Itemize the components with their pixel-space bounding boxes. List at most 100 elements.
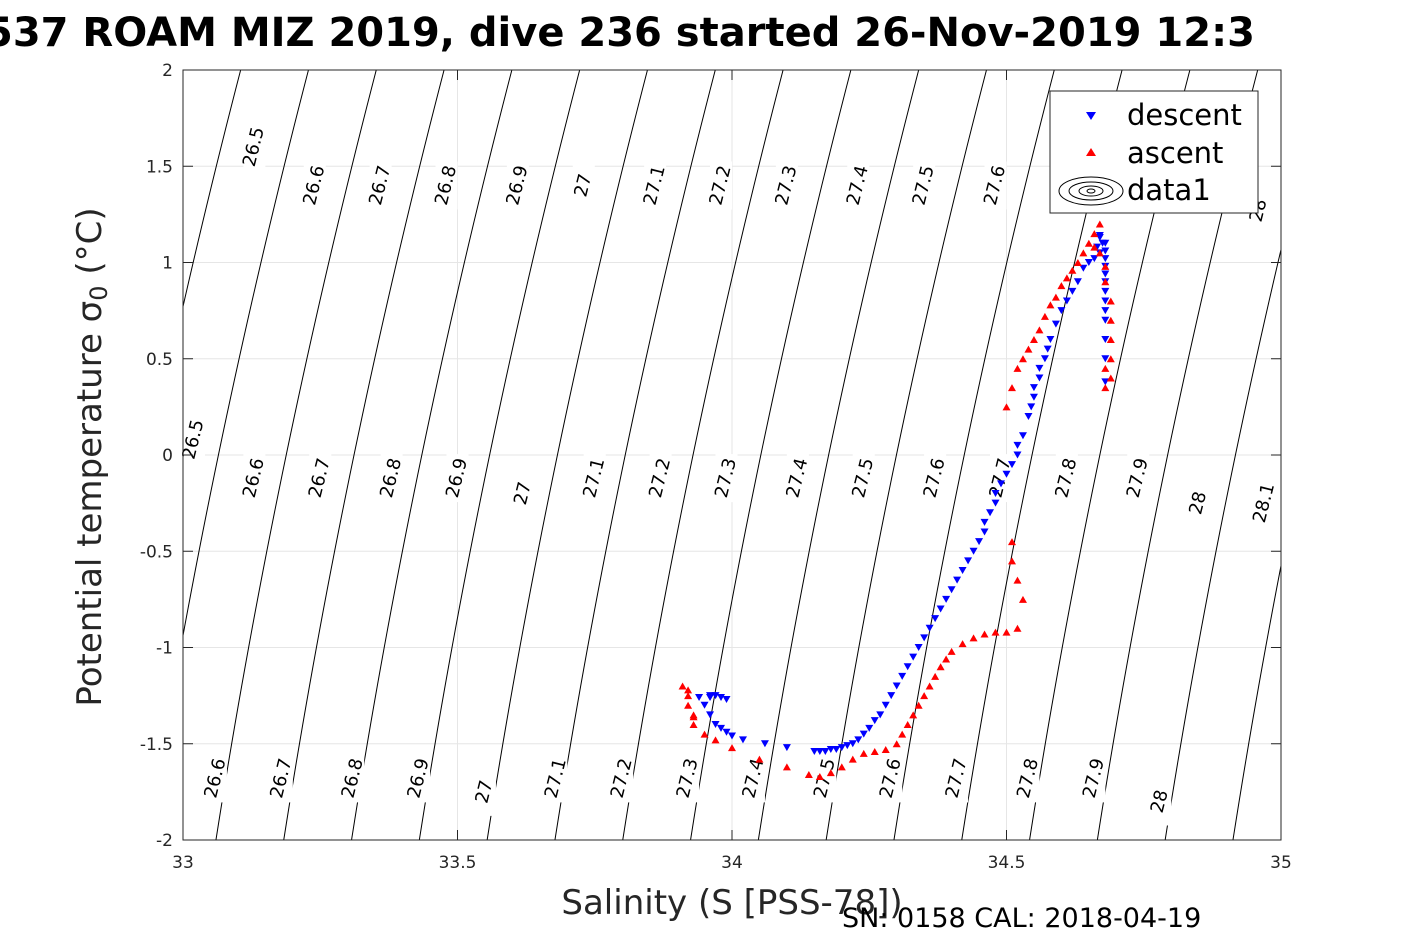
descent-point — [881, 701, 890, 709]
density-contour-line — [554, 70, 716, 840]
ascent-point — [678, 682, 687, 690]
descent-point — [1018, 432, 1027, 440]
descent-point — [1079, 264, 1088, 272]
ascent-point — [1007, 538, 1016, 546]
descent-point — [722, 728, 731, 736]
ascent-point — [1084, 239, 1093, 247]
descent-point — [782, 744, 791, 752]
density-label-mask — [512, 469, 535, 518]
ascent-point — [1062, 274, 1071, 282]
density-label-mask — [473, 767, 496, 816]
descent-point — [1057, 307, 1066, 315]
density-contour-line — [486, 70, 648, 840]
ascent-point — [1073, 259, 1082, 266]
ascent-point — [1106, 336, 1115, 343]
descent-point — [837, 744, 846, 752]
descent-series — [695, 232, 1110, 755]
density-label-mask — [1083, 754, 1106, 803]
ascent-point — [1095, 249, 1104, 257]
y-tick-label: -1 — [156, 639, 173, 659]
ascent-point — [1090, 230, 1099, 238]
ascent-point — [909, 711, 918, 719]
legend-descent-marker — [1086, 112, 1096, 120]
y-tick-label: 0 — [162, 446, 173, 466]
density-label-mask — [380, 454, 403, 503]
ascent-point — [782, 763, 791, 771]
ascent-point — [1007, 384, 1016, 392]
density-label-mask — [847, 161, 870, 210]
ascent-point — [848, 755, 857, 763]
legend-data1-marker — [1058, 176, 1124, 206]
descent-point — [920, 634, 929, 642]
density-label-mask — [775, 161, 798, 210]
descent-point — [1101, 336, 1110, 343]
density-label-mask — [506, 161, 529, 210]
descent-point — [865, 724, 874, 732]
x-axis-ticks: 33 33.5 34 34.5 35 — [172, 70, 1292, 873]
ascent-point — [1101, 262, 1110, 270]
descent-point — [1051, 320, 1060, 328]
x-tick-label: 35 — [1270, 853, 1292, 873]
descent-point — [1090, 255, 1099, 263]
density-label-mask — [913, 161, 936, 210]
descent-point — [958, 567, 967, 574]
density-label-mask — [204, 754, 227, 803]
descent-point — [1101, 378, 1110, 386]
ascent-point — [881, 746, 890, 754]
ascent-point — [1013, 364, 1022, 372]
descent-point — [738, 736, 747, 744]
descent-point — [1043, 345, 1052, 353]
ascent-point — [958, 640, 967, 648]
density-label-mask — [369, 161, 392, 210]
ascent-point — [755, 755, 764, 763]
descent-point — [986, 509, 995, 517]
ascent-point — [711, 736, 720, 744]
ascent-point — [936, 663, 945, 671]
descent-point — [1101, 355, 1110, 363]
density-contour-line — [757, 70, 920, 840]
density-label-mask — [1187, 479, 1210, 528]
y-tick-label: 1.5 — [146, 157, 173, 177]
ascent-point — [870, 747, 879, 755]
density-label-mask — [814, 754, 837, 803]
descent-point — [887, 692, 896, 700]
y-axis-label-subscript: 0 — [85, 285, 113, 300]
ascent-point — [1095, 220, 1104, 228]
descent-point — [892, 682, 901, 690]
ascent-point — [859, 749, 868, 757]
descent-point — [722, 695, 731, 703]
descent-point — [870, 717, 879, 725]
density-label-mask — [710, 161, 733, 210]
y-tick-label: 2 — [162, 61, 173, 81]
density-label-mask — [303, 161, 326, 210]
density-label-mask — [545, 754, 568, 803]
descent-point — [942, 595, 951, 603]
density-label-mask — [984, 161, 1007, 210]
descent-point — [936, 605, 945, 613]
ascent-point — [1106, 355, 1115, 363]
density-contours — [183, 70, 1281, 840]
descent-point — [991, 490, 1000, 497]
ascent-point — [931, 672, 940, 680]
density-label-mask — [649, 454, 672, 503]
descent-point — [700, 701, 709, 709]
ascent-point — [920, 692, 929, 700]
descent-point — [1040, 355, 1049, 363]
ascent-point — [1101, 364, 1110, 372]
chart-title: 537 ROAM MIZ 2019, dive 236 started 26-N… — [0, 10, 1255, 56]
x-tick-label: 33 — [172, 853, 194, 873]
density-label-mask — [435, 161, 458, 210]
ascent-point — [1018, 595, 1027, 603]
descent-point — [1084, 259, 1093, 266]
descent-point — [859, 730, 868, 738]
serial-calibration-footer: SN: 0158 CAL: 2018-04-19 — [842, 903, 1201, 934]
ascent-point — [1007, 557, 1016, 565]
descent-point — [1062, 297, 1071, 305]
density-contour-line — [183, 70, 309, 639]
density-contour-line — [1232, 563, 1281, 840]
density-contour-line — [215, 70, 377, 840]
descent-point — [706, 711, 715, 719]
ascent-point — [914, 701, 923, 709]
descent-point — [1027, 403, 1036, 411]
x-tick-label: 34 — [721, 853, 743, 873]
